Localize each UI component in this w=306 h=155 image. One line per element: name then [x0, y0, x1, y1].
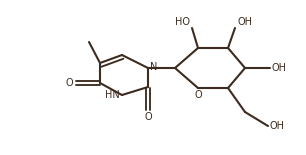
Text: N: N	[150, 62, 157, 72]
Text: O: O	[144, 112, 152, 122]
Text: HN: HN	[105, 90, 120, 100]
Text: O: O	[65, 78, 73, 88]
Text: OH: OH	[270, 121, 285, 131]
Text: OH: OH	[237, 17, 252, 27]
Text: HO: HO	[175, 17, 190, 27]
Text: OH: OH	[272, 63, 287, 73]
Text: O: O	[194, 90, 202, 100]
